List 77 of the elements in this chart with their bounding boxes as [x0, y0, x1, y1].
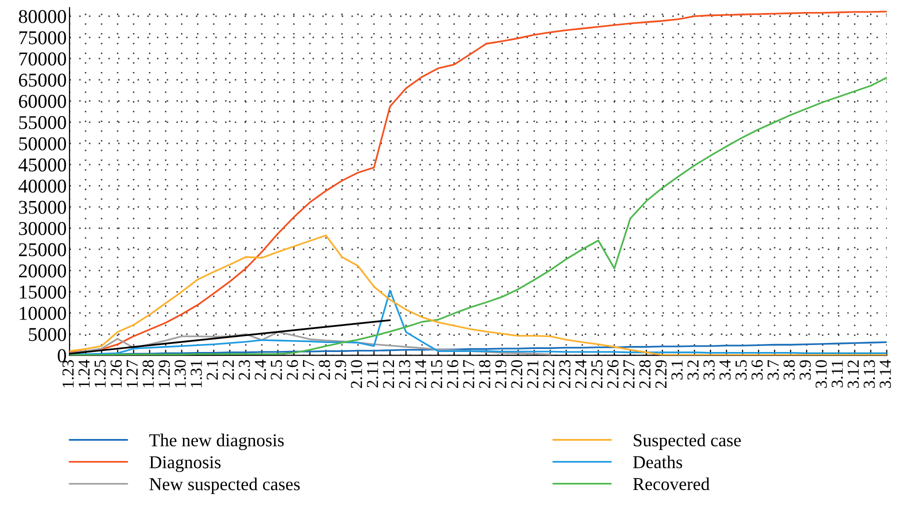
x-tick-label: 2.15 [431, 360, 442, 388]
x-tick-label: 2.16 [447, 360, 458, 388]
legend-label: Suspected case [634, 434, 741, 450]
y-tick-label: 20000 [18, 264, 66, 278]
x-tick-label: 2.18 [479, 360, 490, 388]
y-tick-label: 10000 [20, 306, 66, 320]
x-tick-label: 2.29 [655, 360, 667, 388]
x-tick-label: 3.10 [816, 360, 827, 388]
x-tick-label: 2.3 [238, 360, 250, 380]
legend-label: The new diagnosis [149, 434, 284, 450]
x-tick-label: 2.11 [366, 360, 378, 388]
legend-label: New suspected cases [149, 478, 300, 494]
x-tick-label: 1.23 [62, 360, 74, 388]
x-tick-label: 2.9 [334, 360, 346, 380]
x-tick-label: 2.22 [543, 360, 554, 388]
line-series [70, 10, 887, 353]
x-tick-label: 2.7 [302, 360, 314, 380]
y-tick-label: 80000 [18, 10, 66, 24]
x-tick-label: 1.27 [126, 360, 138, 388]
x-tick-label: 2.28 [639, 360, 651, 388]
y-tick-label: 15000 [20, 286, 66, 299]
x-tick-label: 1.26 [110, 360, 122, 388]
x-tick-label: 2.8 [318, 360, 330, 380]
y-tick-label: 60000 [18, 94, 66, 108]
y-tick-label: 5000 [28, 328, 66, 342]
x-tick-label: 3.13 [864, 360, 875, 388]
x-tick-label: 2.25 [591, 360, 603, 388]
x-tick-label: 1.25 [94, 360, 106, 388]
y-tick-label: 65000 [18, 74, 66, 87]
legend-label: Deaths [633, 456, 682, 468]
x-tick-label: 2.21 [527, 360, 538, 388]
x-tick-label: 2.1 [206, 360, 218, 380]
y-tick-label: 45000 [18, 158, 66, 172]
x-tick-label: 2.17 [463, 360, 474, 388]
x-tick-label: 2.13 [399, 360, 410, 388]
x-tick-label: 3.5 [736, 360, 747, 380]
x-tick-label: 2.19 [495, 360, 506, 388]
x-tick-label: 2.6 [286, 360, 298, 380]
x-tick-label: 2.20 [511, 360, 522, 388]
x-tick-label: 3.1 [671, 360, 683, 380]
x-tick-label: 3.7 [768, 360, 779, 380]
legend-label: Diagnosis [149, 456, 221, 472]
y-tick-label: 70000 [19, 52, 66, 66]
x-tick-label: 3.12 [848, 360, 859, 388]
x-tick-label: 2.27 [623, 360, 635, 388]
x-tick-label: 3.3 [703, 360, 715, 380]
x-tick-label: 2.4 [254, 360, 266, 380]
y-tick-label: 30000 [19, 222, 66, 236]
x-tick-label: 2.12 [382, 360, 394, 388]
y-tick-label: 0 [58, 349, 66, 362]
legend-label: Recovered [633, 477, 710, 490]
x-tick-label: 2.2 [222, 360, 234, 380]
x-tick-label: 3.9 [800, 360, 811, 380]
y-tick-label: 25000 [18, 243, 66, 256]
x-tick-label: 1.24 [78, 360, 90, 388]
x-tick-label: 3.6 [752, 360, 763, 380]
x-tick-label: 3.11 [832, 360, 843, 388]
x-tick-label: 3.14 [880, 360, 891, 388]
line-series [70, 331, 552, 356]
y-tick-label: 75000 [19, 31, 66, 44]
y-tick-label: 50000 [19, 137, 66, 150]
x-tick-label: 2.24 [575, 360, 587, 388]
x-tick-label: 3.8 [784, 360, 795, 380]
y-tick-label: 40000 [18, 180, 66, 193]
y-tick-label: 55000 [19, 116, 66, 130]
x-tick-label: 2.26 [607, 360, 619, 388]
x-tick-label: 2.14 [415, 360, 426, 388]
x-tick-label: 3.2 [687, 360, 699, 380]
x-tick-label: 2.5 [270, 360, 282, 380]
x-tick-label: 2.23 [559, 360, 571, 388]
x-tick-label: 1.30 [174, 360, 186, 388]
x-tick-label: 1.31 [190, 360, 202, 388]
y-tick-label: 35000 [19, 200, 66, 214]
x-tick-label: 2.10 [350, 360, 362, 388]
x-tick-label: 3.4 [719, 360, 731, 380]
x-tick-label: 1.29 [158, 360, 170, 388]
x-tick-label: 1.28 [142, 360, 154, 388]
